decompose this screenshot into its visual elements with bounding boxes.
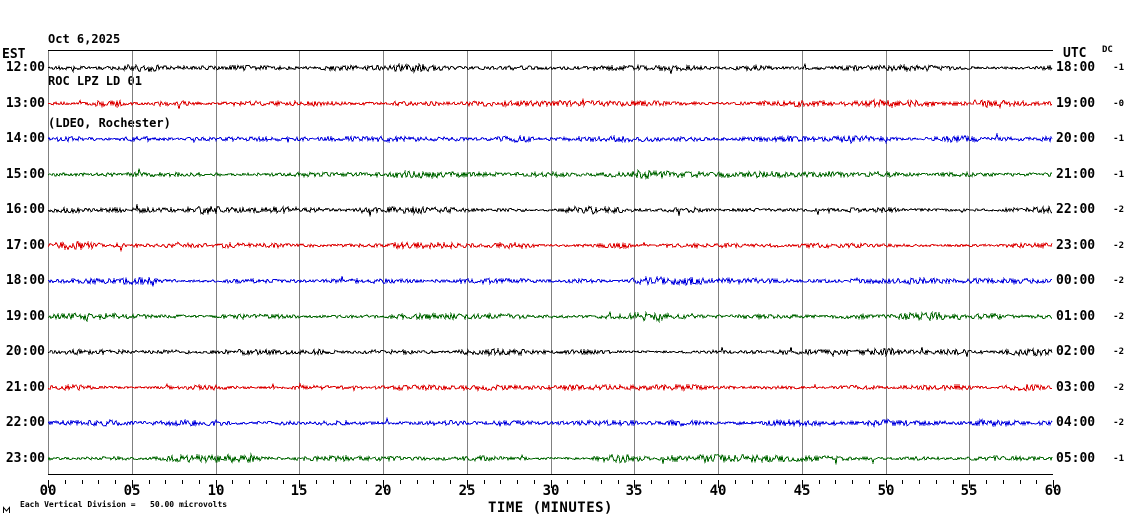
seismogram-traces bbox=[48, 50, 1053, 475]
utc-hour-label: 03:00 bbox=[1056, 380, 1096, 395]
utc-hour-label: 23:00 bbox=[1056, 238, 1096, 253]
dc-column-header: DC bbox=[1102, 45, 1113, 55]
dc-value: -2 bbox=[1113, 347, 1124, 357]
est-hour-label: 17:00 bbox=[5, 238, 45, 253]
helicorder-plot bbox=[48, 50, 1053, 475]
trace-13:00 bbox=[48, 98, 1053, 110]
est-hour-label: 19:00 bbox=[5, 309, 45, 324]
x-tick-label: 40 bbox=[709, 483, 727, 499]
trace-21:00 bbox=[48, 382, 1053, 393]
x-tick-label: 25 bbox=[458, 483, 476, 499]
plot-header: Oct 6,2025 ROC LPZ LD 01 (LDEO, Rocheste… bbox=[48, 4, 171, 158]
utc-hour-label: 00:00 bbox=[1056, 273, 1096, 288]
est-hour-label: 18:00 bbox=[5, 273, 45, 288]
dc-value: -2 bbox=[1113, 205, 1124, 215]
dc-value: -1 bbox=[1113, 454, 1124, 464]
utc-hour-label: 04:00 bbox=[1056, 415, 1096, 430]
est-hour-label: 15:00 bbox=[5, 167, 45, 182]
x-axis-title: TIME (MINUTES) bbox=[487, 500, 613, 516]
trace-14:00 bbox=[48, 131, 1053, 145]
utc-hour-label: 22:00 bbox=[1056, 202, 1096, 217]
right-timezone-label: UTC bbox=[1063, 46, 1087, 61]
dc-value: -2 bbox=[1113, 312, 1124, 322]
est-hour-label: 21:00 bbox=[5, 380, 45, 395]
utc-hour-label: 18:00 bbox=[1056, 60, 1096, 75]
x-tick-label: 60 bbox=[1044, 483, 1062, 499]
left-timezone-label: EST bbox=[2, 47, 26, 62]
trace-15:00 bbox=[48, 168, 1053, 181]
x-tick-label: 05 bbox=[123, 483, 141, 499]
utc-hour-label: 21:00 bbox=[1056, 167, 1096, 182]
x-tick-label: 00 bbox=[39, 483, 57, 499]
trace-17:00 bbox=[48, 240, 1053, 252]
x-tick-label: 50 bbox=[877, 483, 895, 499]
dc-value: -2 bbox=[1113, 276, 1124, 286]
utc-hour-label: 19:00 bbox=[1056, 96, 1096, 111]
est-hour-label: 13:00 bbox=[5, 96, 45, 111]
header-location: (LDEO, Rochester) bbox=[48, 116, 171, 130]
header-date: Oct 6,2025 bbox=[48, 32, 121, 46]
est-hour-label: 22:00 bbox=[5, 415, 45, 430]
utc-hour-label: 02:00 bbox=[1056, 344, 1096, 359]
trace-19:00 bbox=[48, 310, 1053, 323]
x-tick-label: 20 bbox=[374, 483, 392, 499]
trace-23:00 bbox=[48, 452, 1053, 465]
est-hour-label: 12:00 bbox=[5, 60, 45, 75]
x-axis-ticks bbox=[48, 475, 1054, 494]
dc-value: -1 bbox=[1113, 134, 1124, 144]
trace-12:00 bbox=[48, 62, 1053, 75]
x-tick-label: 45 bbox=[793, 483, 811, 499]
trace-22:00 bbox=[48, 416, 1053, 429]
x-tick-label: 55 bbox=[960, 483, 978, 499]
trace-18:00 bbox=[48, 275, 1053, 287]
scale-note: Each Vertical Division = 50.00 microvolt… bbox=[20, 500, 228, 509]
x-tick-label: 35 bbox=[625, 483, 643, 499]
dc-value: -2 bbox=[1113, 418, 1124, 428]
dc-value: -1 bbox=[1113, 170, 1124, 180]
est-hour-label: 20:00 bbox=[5, 344, 45, 359]
trace-20:00 bbox=[48, 346, 1053, 358]
x-tick-label: 30 bbox=[542, 483, 560, 499]
x-tick-label: 10 bbox=[207, 483, 225, 499]
utc-hour-label: 20:00 bbox=[1056, 131, 1096, 146]
est-hour-label: 23:00 bbox=[5, 451, 45, 466]
est-hour-label: 16:00 bbox=[5, 202, 45, 217]
dc-value: -2 bbox=[1113, 241, 1124, 251]
utc-hour-label: 01:00 bbox=[1056, 309, 1096, 324]
header-station: ROC LPZ LD 01 bbox=[48, 74, 142, 88]
dc-value: -0 bbox=[1113, 99, 1124, 109]
dc-value: -2 bbox=[1113, 383, 1124, 393]
est-hour-label: 14:00 bbox=[5, 131, 45, 146]
dc-value: -1 bbox=[1113, 63, 1124, 73]
x-tick-label: 15 bbox=[290, 483, 308, 499]
utc-hour-label: 05:00 bbox=[1056, 451, 1096, 466]
trace-16:00 bbox=[48, 204, 1053, 217]
scale-mark-icon bbox=[3, 499, 11, 518]
